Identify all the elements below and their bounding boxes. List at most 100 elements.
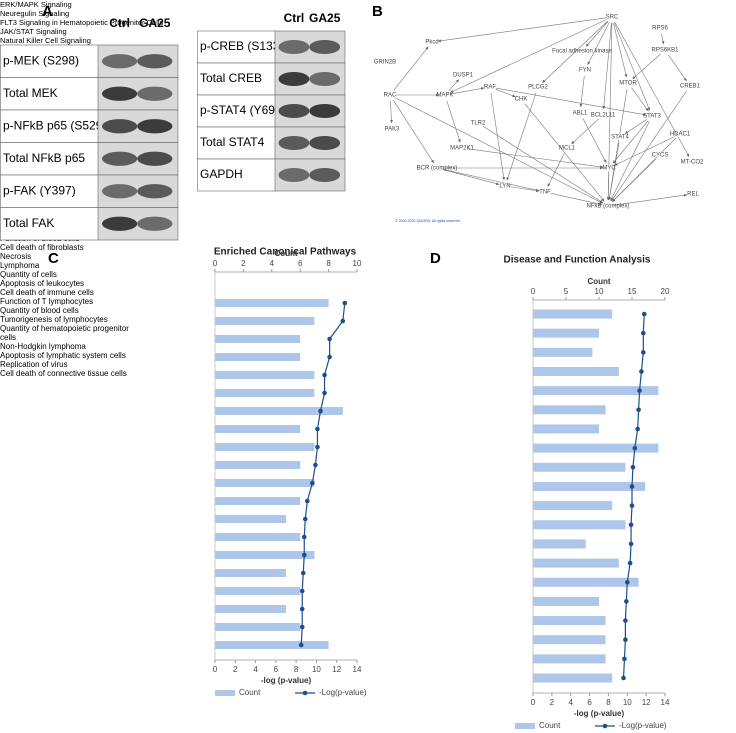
x2-tick-label: 10 xyxy=(595,287,604,296)
blot-band xyxy=(309,39,341,55)
blot-band xyxy=(102,151,138,166)
network-node: TLR2 xyxy=(471,121,486,127)
network-node: RPS6KB1 xyxy=(651,48,679,54)
category-label: Apoptosis of leukocytes xyxy=(0,279,85,288)
condition-header: GA25 xyxy=(139,16,171,30)
condition-header: Ctrl xyxy=(284,11,305,25)
point xyxy=(299,606,305,612)
node-bg xyxy=(657,152,663,158)
condition-header: GA25 xyxy=(309,11,341,25)
network-node: Focal adhesion kinase xyxy=(552,49,612,55)
bar xyxy=(533,424,599,434)
blot-band xyxy=(137,151,173,166)
blot-band xyxy=(102,216,138,231)
x2-axis-label: Count xyxy=(274,249,297,258)
blot-band xyxy=(137,119,173,134)
node-bg xyxy=(577,110,583,116)
legend-label: -Log(p-value) xyxy=(619,721,667,730)
network-node: SRC xyxy=(606,15,619,21)
network-edge xyxy=(614,136,675,166)
node-bg xyxy=(689,159,695,165)
point xyxy=(622,656,627,662)
chart-title: Disease and Function Analysis xyxy=(504,255,651,266)
x2-tick-label: 20 xyxy=(661,287,670,296)
x2-tick-label: 6 xyxy=(298,259,303,268)
node-bg xyxy=(687,83,693,89)
network-edge xyxy=(587,22,610,65)
node-bg xyxy=(502,183,508,189)
blot-band xyxy=(278,135,310,151)
point xyxy=(301,552,307,558)
network-node: DUSP1 xyxy=(453,73,474,79)
x-tick-label: 0 xyxy=(213,665,218,674)
point xyxy=(630,464,636,470)
blot-band xyxy=(309,135,341,151)
network-edge xyxy=(450,87,485,95)
network-edge xyxy=(392,99,435,164)
point xyxy=(298,642,304,648)
network-node: RAC xyxy=(384,93,397,99)
network-edge xyxy=(602,22,612,110)
point xyxy=(627,560,633,566)
point xyxy=(299,588,305,594)
point xyxy=(342,300,348,306)
bar xyxy=(533,366,619,376)
point xyxy=(315,426,320,432)
network-node: BCR (complex) xyxy=(417,166,458,172)
network-node: MCL1 xyxy=(559,146,576,152)
network-edge xyxy=(442,169,500,186)
category-label: Natural Killer Cell Signaling xyxy=(0,36,91,45)
network-edge xyxy=(610,121,650,201)
blot-band xyxy=(278,103,310,119)
bar xyxy=(215,335,301,343)
x-tick-label: 4 xyxy=(253,665,258,674)
node-bg xyxy=(475,120,481,126)
x-axis-label: -log (p-value) xyxy=(574,709,625,718)
bar xyxy=(533,462,626,472)
bar xyxy=(533,347,593,357)
x-tick-label: 12 xyxy=(642,698,651,707)
label-box xyxy=(0,77,99,111)
point xyxy=(628,522,634,528)
network-node: LYN xyxy=(499,184,510,190)
x-tick-label: 6 xyxy=(587,698,592,707)
node-bg xyxy=(487,84,493,90)
network-node: MAP2K1 xyxy=(450,146,474,152)
label-box xyxy=(197,158,276,192)
network-edge xyxy=(393,46,429,91)
network-edge xyxy=(624,119,648,134)
blot-band xyxy=(102,119,138,134)
point xyxy=(641,311,647,317)
node-bg xyxy=(382,59,388,65)
bar xyxy=(533,673,613,683)
network-node: FYN xyxy=(579,68,591,74)
blot-label: p-STAT4 (Y693) xyxy=(200,103,286,117)
node-bg xyxy=(657,25,663,31)
x-tick-label: 14 xyxy=(661,698,670,707)
blot-band xyxy=(137,54,173,69)
bar xyxy=(215,515,286,523)
blot-band xyxy=(309,71,341,87)
node-bg xyxy=(518,96,524,102)
point xyxy=(621,675,626,681)
network-node: ABL1 xyxy=(573,111,588,117)
bar xyxy=(215,425,301,433)
bar xyxy=(533,405,606,415)
network-edge xyxy=(571,118,599,145)
bar xyxy=(533,577,639,587)
point xyxy=(340,318,346,324)
node-bg xyxy=(600,112,606,118)
point xyxy=(313,462,318,468)
network-edge xyxy=(579,75,585,108)
point xyxy=(302,516,308,522)
blot-band xyxy=(278,71,310,87)
category-label: Cell death of fibroblasts xyxy=(0,243,84,252)
x-tick-label: 0 xyxy=(531,698,536,707)
blot-label: Total NFkB p65 xyxy=(3,151,85,165)
network-node: MT-CO2 xyxy=(681,160,704,166)
network-edge xyxy=(437,17,607,43)
blot-label: Total CREB xyxy=(200,71,262,85)
category-label: Tumorigenesis of lymphocytes xyxy=(0,315,108,324)
node-bg xyxy=(434,165,440,171)
